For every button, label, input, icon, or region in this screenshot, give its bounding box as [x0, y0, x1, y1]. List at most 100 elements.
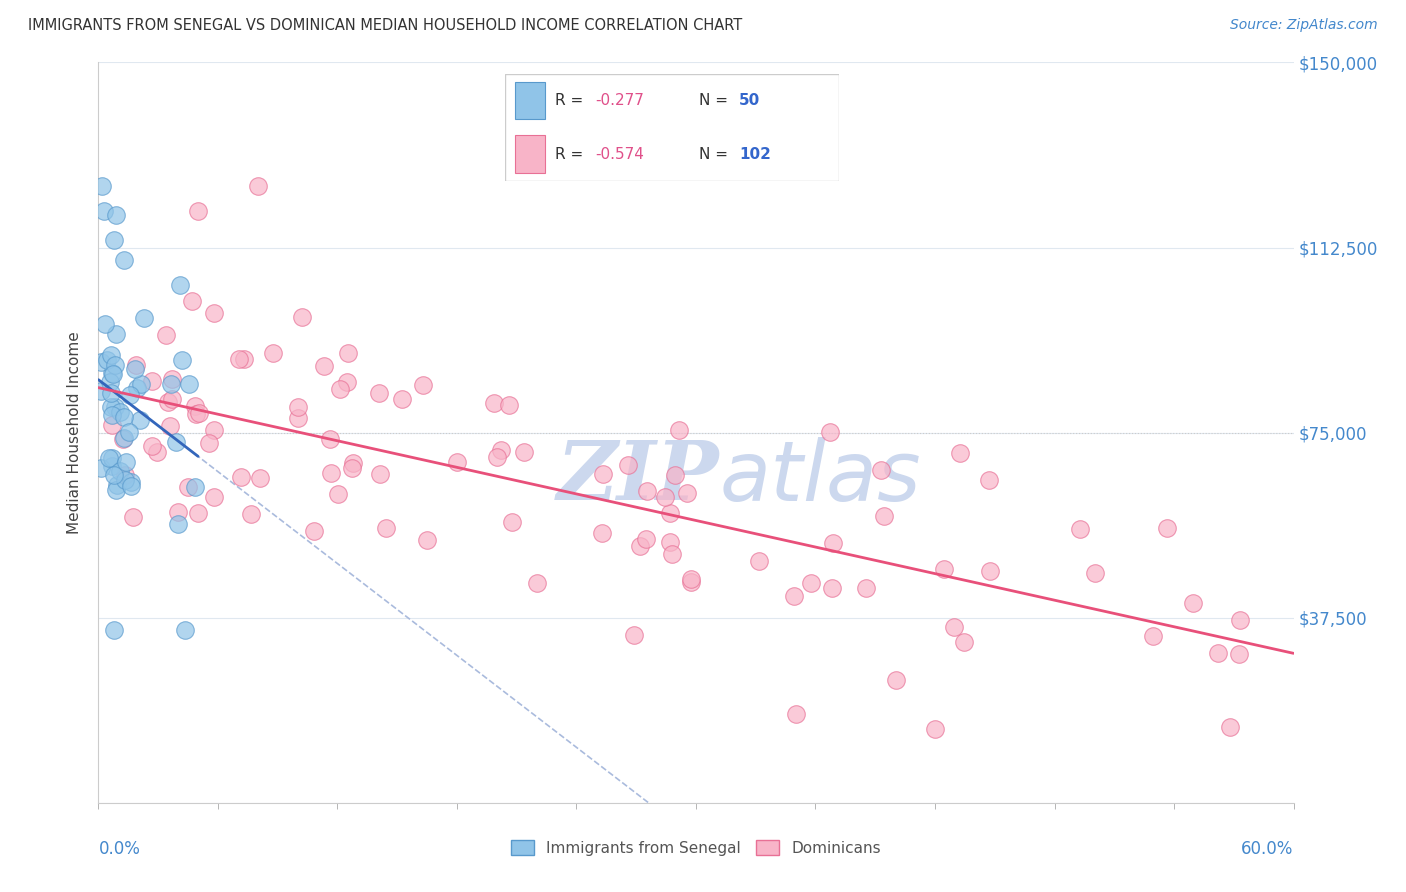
Point — [249, 471, 271, 485]
Point — [112, 252, 135, 267]
Point — [659, 506, 682, 520]
Point — [170, 352, 193, 367]
Point — [180, 293, 202, 308]
Point — [491, 443, 513, 458]
Point — [160, 377, 183, 392]
Point — [105, 478, 128, 492]
Point — [783, 589, 806, 603]
Point — [943, 620, 966, 634]
Point — [112, 409, 135, 424]
Point — [1208, 646, 1230, 660]
Point — [319, 466, 342, 480]
Point — [174, 623, 197, 637]
Point — [240, 507, 263, 521]
Point — [326, 487, 349, 501]
Point — [342, 456, 364, 470]
Point — [623, 628, 645, 642]
Point — [159, 418, 181, 433]
Point — [132, 310, 155, 325]
Point — [498, 398, 520, 412]
Point — [513, 445, 536, 459]
Point — [617, 458, 640, 472]
Point — [202, 423, 225, 437]
Point — [654, 490, 676, 504]
Point — [184, 480, 207, 494]
Point — [120, 475, 142, 489]
Text: Source: ZipAtlas.com: Source: ZipAtlas.com — [1230, 18, 1378, 32]
Point — [314, 359, 336, 373]
Point — [932, 561, 955, 575]
Point — [228, 351, 250, 366]
Point — [124, 362, 146, 376]
Point — [262, 346, 284, 360]
Point — [591, 525, 613, 540]
Point — [177, 480, 200, 494]
Point — [169, 278, 191, 293]
Point — [101, 367, 124, 381]
Point — [165, 434, 187, 449]
Point — [204, 490, 226, 504]
Point — [1219, 720, 1241, 734]
Point — [1156, 521, 1178, 535]
Point — [526, 576, 548, 591]
Point — [198, 436, 221, 450]
Point — [1182, 596, 1205, 610]
Point — [100, 385, 122, 400]
Point — [90, 384, 112, 399]
Point — [679, 575, 702, 590]
Point — [100, 408, 122, 422]
Point — [103, 623, 125, 637]
Point — [100, 400, 122, 414]
Point — [664, 468, 686, 483]
Point — [368, 467, 391, 481]
Text: atlas: atlas — [720, 436, 921, 517]
Point — [628, 539, 651, 553]
Point — [884, 673, 907, 688]
Point — [101, 367, 124, 381]
Text: IMMIGRANTS FROM SENEGAL VS DOMINICAN MEDIAN HOUSEHOLD INCOME CORRELATION CHART: IMMIGRANTS FROM SENEGAL VS DOMINICAN MED… — [28, 18, 742, 33]
Point — [103, 233, 125, 247]
Point — [141, 374, 163, 388]
Point — [821, 536, 844, 550]
Point — [870, 463, 893, 477]
Point — [287, 410, 309, 425]
Point — [104, 326, 127, 341]
Point — [855, 581, 877, 595]
Point — [120, 479, 142, 493]
Point — [90, 178, 112, 193]
Point — [659, 535, 682, 549]
Point — [785, 706, 807, 721]
Point — [184, 408, 207, 422]
Point — [202, 306, 225, 320]
Point — [873, 509, 896, 524]
Point — [748, 554, 770, 568]
Point — [112, 432, 135, 446]
Point — [681, 572, 703, 586]
Y-axis label: Median Household Income: Median Household Income — [67, 331, 83, 534]
Point — [120, 387, 142, 401]
Point — [676, 485, 699, 500]
Point — [287, 401, 309, 415]
Point — [141, 439, 163, 453]
Text: 60.0%: 60.0% — [1241, 840, 1294, 858]
Point — [375, 521, 398, 535]
Point — [952, 635, 974, 649]
Point — [112, 431, 135, 445]
Point — [131, 377, 153, 392]
Point — [949, 446, 972, 460]
Point — [96, 353, 118, 368]
Point — [416, 533, 439, 547]
Point — [100, 348, 122, 362]
Point — [820, 582, 842, 596]
Point — [98, 375, 121, 389]
Point — [105, 208, 128, 222]
Point — [108, 405, 131, 419]
Point — [319, 432, 342, 446]
Point — [800, 575, 823, 590]
Point — [634, 533, 657, 547]
Point — [114, 468, 136, 483]
Point — [368, 386, 391, 401]
Point — [668, 423, 690, 437]
Point — [160, 372, 183, 386]
Point — [1069, 522, 1091, 536]
